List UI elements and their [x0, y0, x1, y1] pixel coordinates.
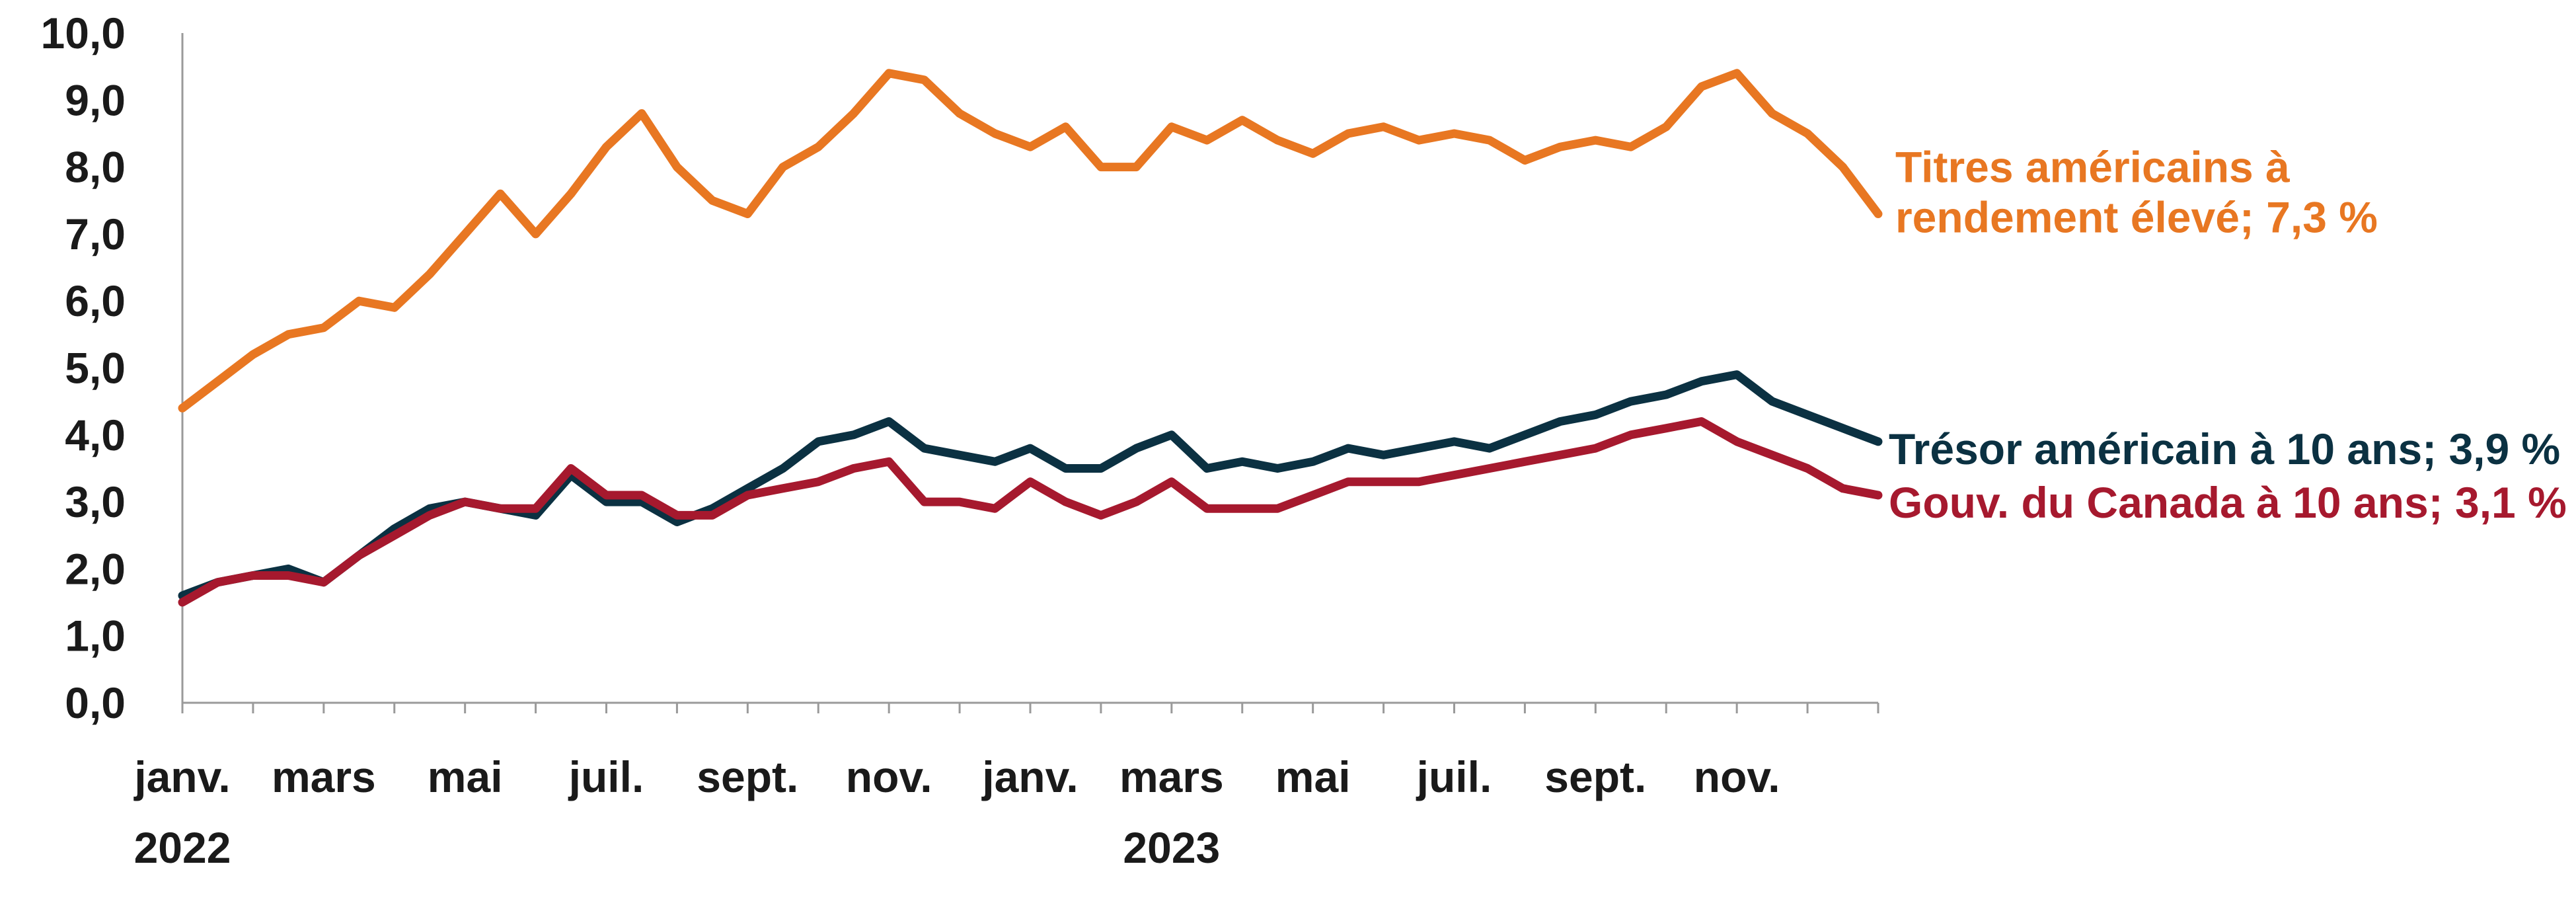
y-tick-label: 8,0 [65, 143, 126, 192]
y-tick-label: 9,0 [65, 75, 126, 124]
series-line-2 [178, 417, 1883, 607]
x-tick-label: mars [1119, 752, 1224, 801]
series-label-2: Gouv. du Canada à 10 ans; 3,1 % [1889, 478, 2567, 527]
x-tick-label: janv. [133, 752, 231, 801]
y-tick-label: 0,0 [65, 678, 126, 727]
x-year-label: 2022 [134, 823, 231, 872]
x-tick-label: juil. [1416, 752, 1492, 801]
y-tick-label: 7,0 [65, 210, 126, 259]
x-tick-label: mai [428, 752, 503, 801]
x-tick-label: juil. [568, 752, 644, 801]
x-tick-label: nov. [846, 752, 932, 801]
y-tick-label: 5,0 [65, 344, 126, 393]
series-label-0: Titres américains à [1895, 143, 2290, 192]
y-tick-label: 3,0 [65, 477, 126, 526]
y-tick-label: 4,0 [65, 411, 126, 459]
x-tick-label: janv. [981, 752, 1079, 801]
x-axis: janv. mars mai juil. sept. nov. janv. mars mai ju… [133, 701, 1879, 872]
x-tick-label: nov. [1694, 752, 1780, 801]
series-label-0: rendement élevé; 7,3 % [1895, 193, 2378, 242]
y-tick-label: 1,0 [65, 612, 126, 660]
x-tick-label: sept. [697, 752, 798, 801]
x-tick-label: mars [272, 752, 376, 801]
series-line-0 [178, 69, 1883, 413]
y-axis: 0,0 1,0 2,0 3,0 4,0 5,0 6,0 7,0 8,0 9,0 10,0 [41, 9, 184, 727]
y-tick-label: 2,0 [65, 544, 126, 593]
y-tick-label: 6,0 [65, 276, 126, 325]
series-label-1: Trésor américain à 10 ans; 3,9 % [1889, 424, 2560, 473]
x-year-label: 2023 [1123, 823, 1220, 872]
y-tick-label: 10,0 [41, 9, 126, 58]
x-tick-label: mai [1275, 752, 1351, 801]
series-lines [178, 69, 1883, 607]
x-tick-label: sept. [1544, 752, 1646, 801]
